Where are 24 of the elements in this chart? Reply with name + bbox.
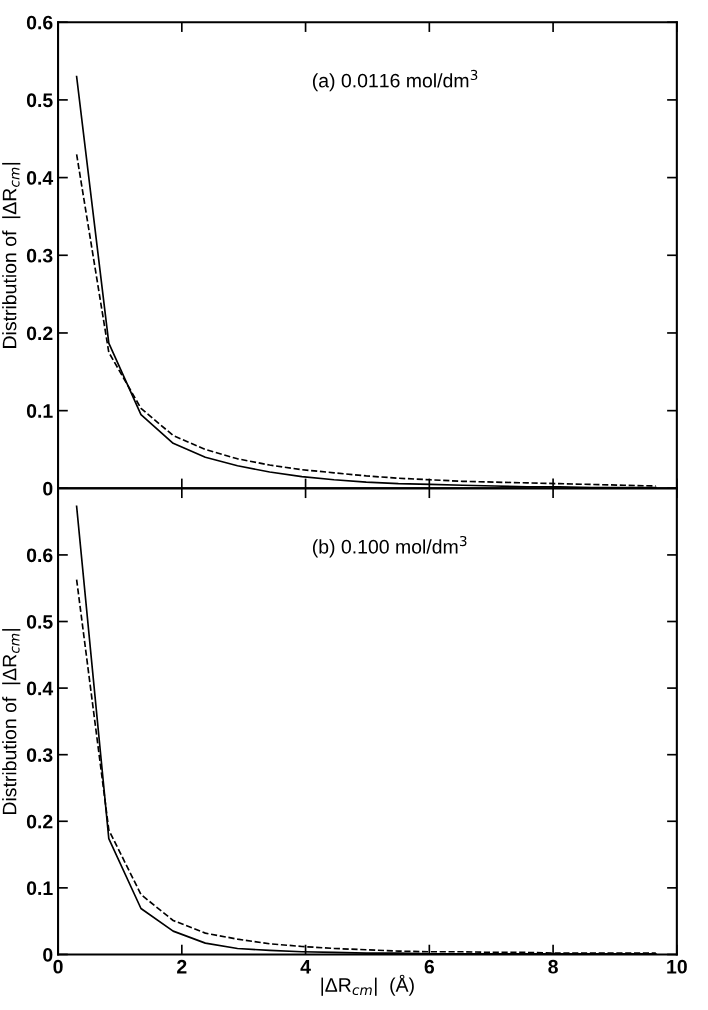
y-tick-label: 0.4 bbox=[26, 171, 54, 185]
x-axis-title: |ΔR$_{cm}$| (Å) bbox=[321, 974, 414, 996]
y-tick-label: 0 bbox=[43, 481, 53, 496]
y-tick-label: 0.4 bbox=[26, 681, 54, 696]
y-tick-label: 0.3 bbox=[26, 248, 53, 263]
y-tick-label: 0.6 bbox=[26, 15, 53, 30]
x-tick-label: 6 bbox=[424, 959, 435, 974]
y-axis-title: Distribution of |ΔR$_{cm}$| bbox=[2, 162, 21, 348]
x-tick-label: 10 bbox=[667, 959, 687, 974]
y-axis-title: Distribution of |ΔR$_{cm}$| bbox=[2, 629, 21, 815]
y-tick-label: 0.6 bbox=[26, 548, 53, 563]
x-tick-label: 2 bbox=[177, 959, 187, 974]
x-tick-label: 4 bbox=[300, 960, 311, 974]
y-tick-label: 0.1 bbox=[26, 404, 53, 418]
y-tick-label: 0.2 bbox=[26, 326, 53, 341]
annotation: (b) 0.100 mol/dm$^{3}$ bbox=[312, 535, 467, 558]
annotation: (a) 0.0116 mol/dm$^{3}$ bbox=[312, 69, 478, 92]
y-tick-label: 0.5 bbox=[26, 93, 53, 108]
x-tick-label: 8 bbox=[548, 959, 558, 974]
y-tick-label: 0.5 bbox=[26, 614, 53, 629]
y-tick-label: 0.1 bbox=[26, 881, 53, 896]
y-tick-label: 0.3 bbox=[26, 748, 53, 762]
y-tick-label: 0 bbox=[43, 947, 53, 962]
y-tick-label: 0.2 bbox=[26, 814, 53, 829]
